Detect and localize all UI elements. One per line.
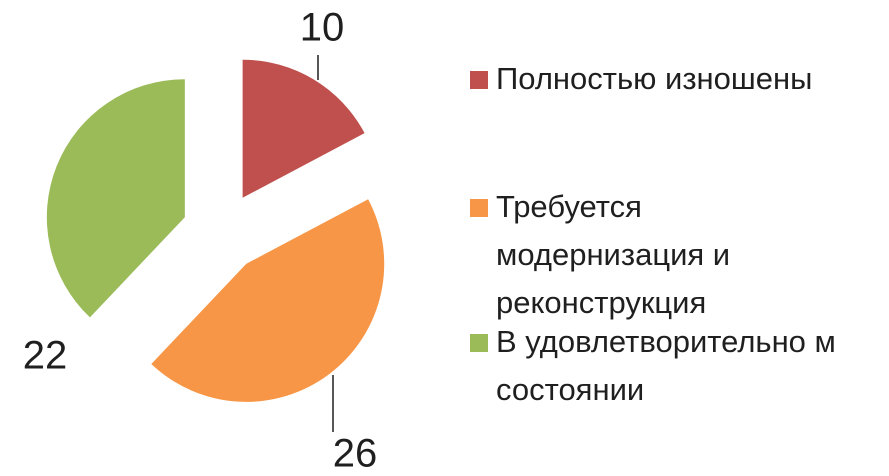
data-label: 22 <box>23 334 68 378</box>
legend-item: Требуется модернизация и реконструкция <box>470 183 850 327</box>
legend-label: Требуется модернизация и реконструкция <box>496 189 731 320</box>
legend-swatch <box>470 199 488 217</box>
legend-swatch <box>470 71 488 89</box>
pie-slice <box>242 59 365 198</box>
pie-slice <box>46 79 185 318</box>
pie-slice <box>151 199 385 402</box>
legend-label: Полностью изношены <box>496 61 813 96</box>
legend-item: Полностью изношены <box>470 55 850 103</box>
data-label: 10 <box>300 6 345 50</box>
legend-item: В удовлетворительно м состоянии <box>470 318 850 414</box>
data-label: 26 <box>333 432 378 476</box>
legend-swatch <box>470 334 488 352</box>
legend-label: В удовлетворительно м состоянии <box>496 324 836 407</box>
